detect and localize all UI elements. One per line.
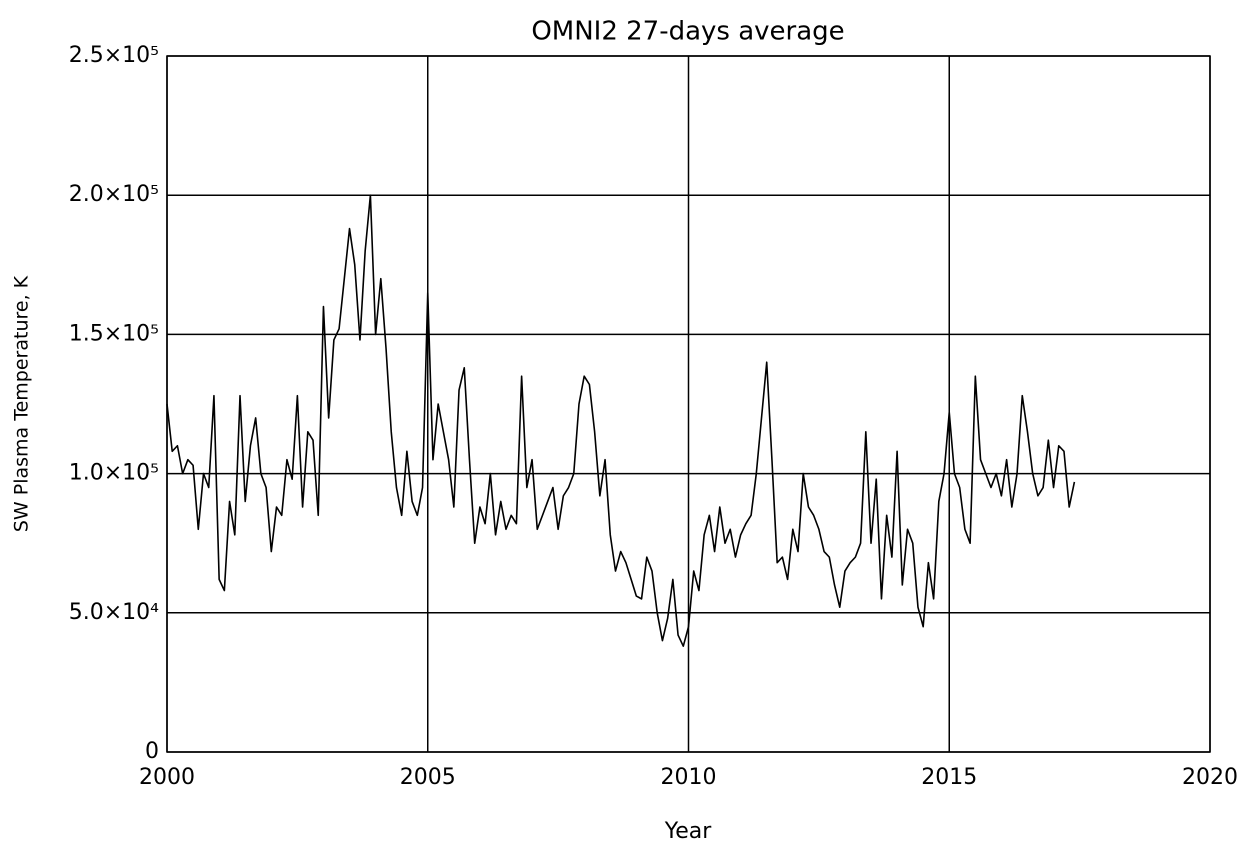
y-tick-label: 2.0×10⁵ (69, 182, 159, 207)
x-tick-label: 2005 (400, 765, 456, 790)
y-axis-label: SW Plasma Temperature, K (11, 275, 33, 532)
x-tick-label: 2000 (139, 765, 195, 790)
y-tick-label: 5.0×10⁴ (69, 600, 159, 625)
x-axis-label: Year (664, 819, 713, 844)
x-tick-label: 2015 (921, 765, 977, 790)
y-tick-label: 1.0×10⁵ (69, 461, 159, 486)
y-tick-label: 1.5×10⁵ (69, 321, 159, 346)
chart-title: OMNI2 27-days average (531, 17, 844, 47)
data-line (166, 194, 1076, 648)
y-tick-label: 2.5×10⁵ (69, 43, 159, 68)
x-tick-label: 2010 (661, 765, 717, 790)
y-tick-label: 0 (145, 739, 159, 764)
x-tick-label: 2020 (1182, 765, 1238, 790)
